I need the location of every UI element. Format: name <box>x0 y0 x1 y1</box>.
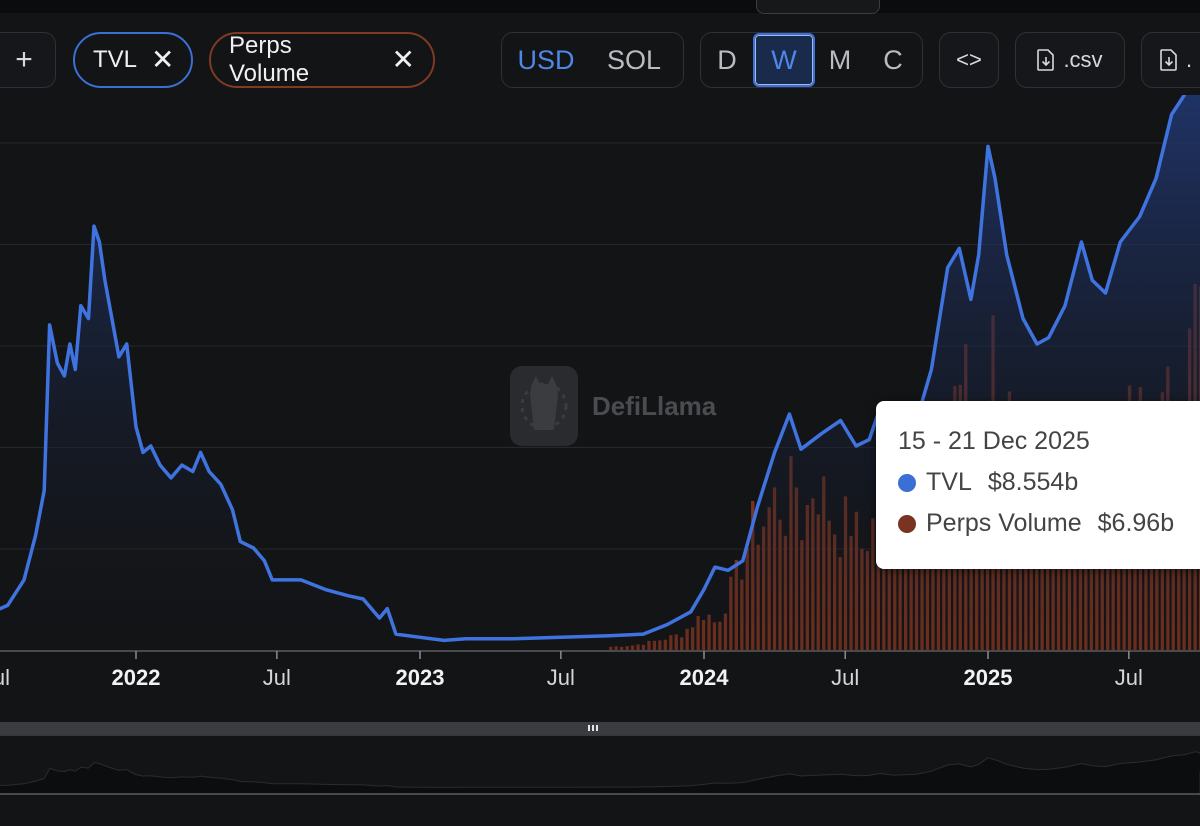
csv-download-button[interactable]: .csv <box>1015 32 1125 88</box>
period-option-d[interactable]: D <box>717 44 737 75</box>
x-tick-label: 2025 <box>964 665 1013 690</box>
currency-option-usd[interactable]: USD <box>517 44 575 75</box>
brush-grip-icon[interactable] <box>588 725 598 731</box>
x-axis-ticks: ul 2022 Jul 2023 Jul 2024 Jul 2025 Jul <box>0 651 1143 690</box>
tvl-chip[interactable]: TVL ✕ <box>73 32 193 88</box>
code-icon: <> <box>956 47 982 72</box>
x-tick-label: Jul <box>263 665 291 690</box>
x-tick-label: Jul <box>1115 665 1143 690</box>
tooltip-row-perps: Perps Volume $6.96b <box>898 509 1200 538</box>
tvl-dot-icon <box>898 473 916 492</box>
period-option-c[interactable]: C <box>883 44 903 75</box>
x-tick-label: 2023 <box>396 665 445 690</box>
tooltip-tvl-name: TVL <box>926 468 972 496</box>
currency-option-sol[interactable]: SOL <box>606 44 662 75</box>
x-tick-label: Jul <box>831 665 859 690</box>
close-icon[interactable]: ✕ <box>151 44 175 75</box>
tooltip-perps-name: Perps Volume <box>926 509 1082 537</box>
defillama-watermark: DefiLlama <box>510 366 750 446</box>
top-strip <box>0 0 1200 13</box>
range-brush[interactable] <box>0 722 1200 798</box>
tooltip-perps-value: $6.96b <box>1097 509 1175 537</box>
tvl-chip-label: TVL <box>93 46 138 73</box>
embed-button[interactable]: <> <box>939 32 999 88</box>
drag-handle[interactable] <box>756 0 880 14</box>
plus-icon: + <box>15 43 33 76</box>
x-tick-label: ul <box>0 665 10 690</box>
watermark-text: DefiLlama <box>592 390 717 421</box>
tooltip-tvl-value: $8.554b <box>987 468 1079 496</box>
period-option-w[interactable]: W <box>753 33 815 87</box>
download-button[interactable]: . <box>1141 32 1200 88</box>
perps-volume-chip[interactable]: Perps Volume ✕ <box>209 32 435 88</box>
period-toggle: D W M C <box>700 32 923 88</box>
file-download-icon <box>1160 49 1177 71</box>
close-icon[interactable]: ✕ <box>391 44 415 75</box>
file-download-icon <box>1037 49 1055 71</box>
period-option-m[interactable]: M <box>828 44 852 75</box>
tooltip-row-tvl: TVL $8.554b <box>898 468 1200 497</box>
brush-bar[interactable] <box>0 722 1200 734</box>
add-metric-button[interactable]: + <box>0 32 56 88</box>
tooltip-date: 15 - 21 Dec 2025 <box>898 427 1090 455</box>
brush-sparkline <box>0 751 1200 795</box>
llama-logo <box>510 366 578 446</box>
chart-tooltip: 15 - 21 Dec 2025 TVL $8.554b Perps Volum… <box>876 401 1200 569</box>
x-tick-label: 2022 <box>112 665 161 690</box>
currency-toggle: USD SOL <box>501 32 684 88</box>
chart-toolbar: + TVL ✕ Perps Volume ✕ USD SOL D W M C <… <box>0 30 1200 90</box>
csv-label: .csv <box>1063 47 1103 72</box>
x-tick-label: Jul <box>547 665 575 690</box>
perps-dot-icon <box>898 514 916 533</box>
x-tick-label: 2024 <box>680 665 730 690</box>
perps-volume-chip-label: Perps Volume <box>229 32 310 87</box>
tvl-line <box>0 95 1186 643</box>
download-label: . <box>1186 47 1193 72</box>
